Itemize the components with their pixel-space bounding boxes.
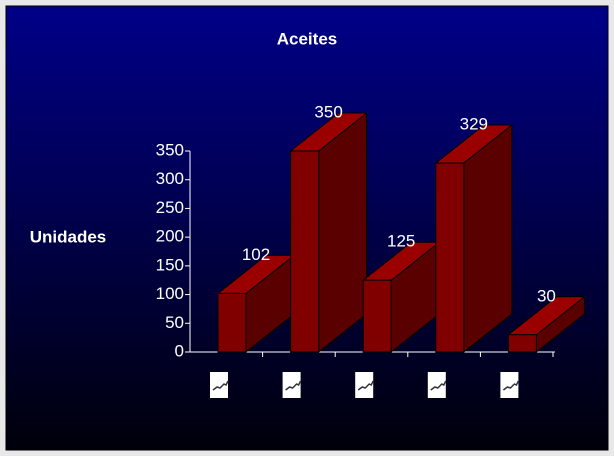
chart-title: Aceites <box>277 29 337 48</box>
y-tick-label: 150 <box>156 255 184 274</box>
category-scribble <box>212 380 229 391</box>
category-scribble <box>285 380 302 391</box>
bar-side <box>463 124 513 354</box>
category-scribble <box>430 380 447 391</box>
category-image <box>500 372 519 398</box>
value-label: 102 <box>242 245 270 264</box>
category-image <box>355 372 374 398</box>
category-image <box>210 372 228 398</box>
category-image <box>282 372 301 398</box>
bar <box>362 279 392 353</box>
y-tick-label: 200 <box>156 227 184 246</box>
y-tick-label: 300 <box>156 169 184 188</box>
value-label: 329 <box>460 115 488 134</box>
bar <box>290 150 320 353</box>
category-scribble <box>502 380 520 391</box>
bar <box>507 334 537 353</box>
y-tick-label: 100 <box>156 284 184 303</box>
y-axis-label: Unidades <box>30 227 107 246</box>
bar-side <box>318 111 368 354</box>
value-label: 350 <box>314 102 342 121</box>
bar <box>435 162 465 353</box>
category-image <box>427 372 446 398</box>
category-scribble <box>357 380 374 391</box>
value-label: 125 <box>387 232 415 251</box>
value-label: 30 <box>537 286 556 305</box>
y-tick-label: 0 <box>175 341 184 360</box>
y-tick-label: 50 <box>165 313 184 332</box>
y-tick-label: 250 <box>156 198 184 217</box>
bar <box>217 292 247 353</box>
y-tick-label: 350 <box>156 140 184 159</box>
